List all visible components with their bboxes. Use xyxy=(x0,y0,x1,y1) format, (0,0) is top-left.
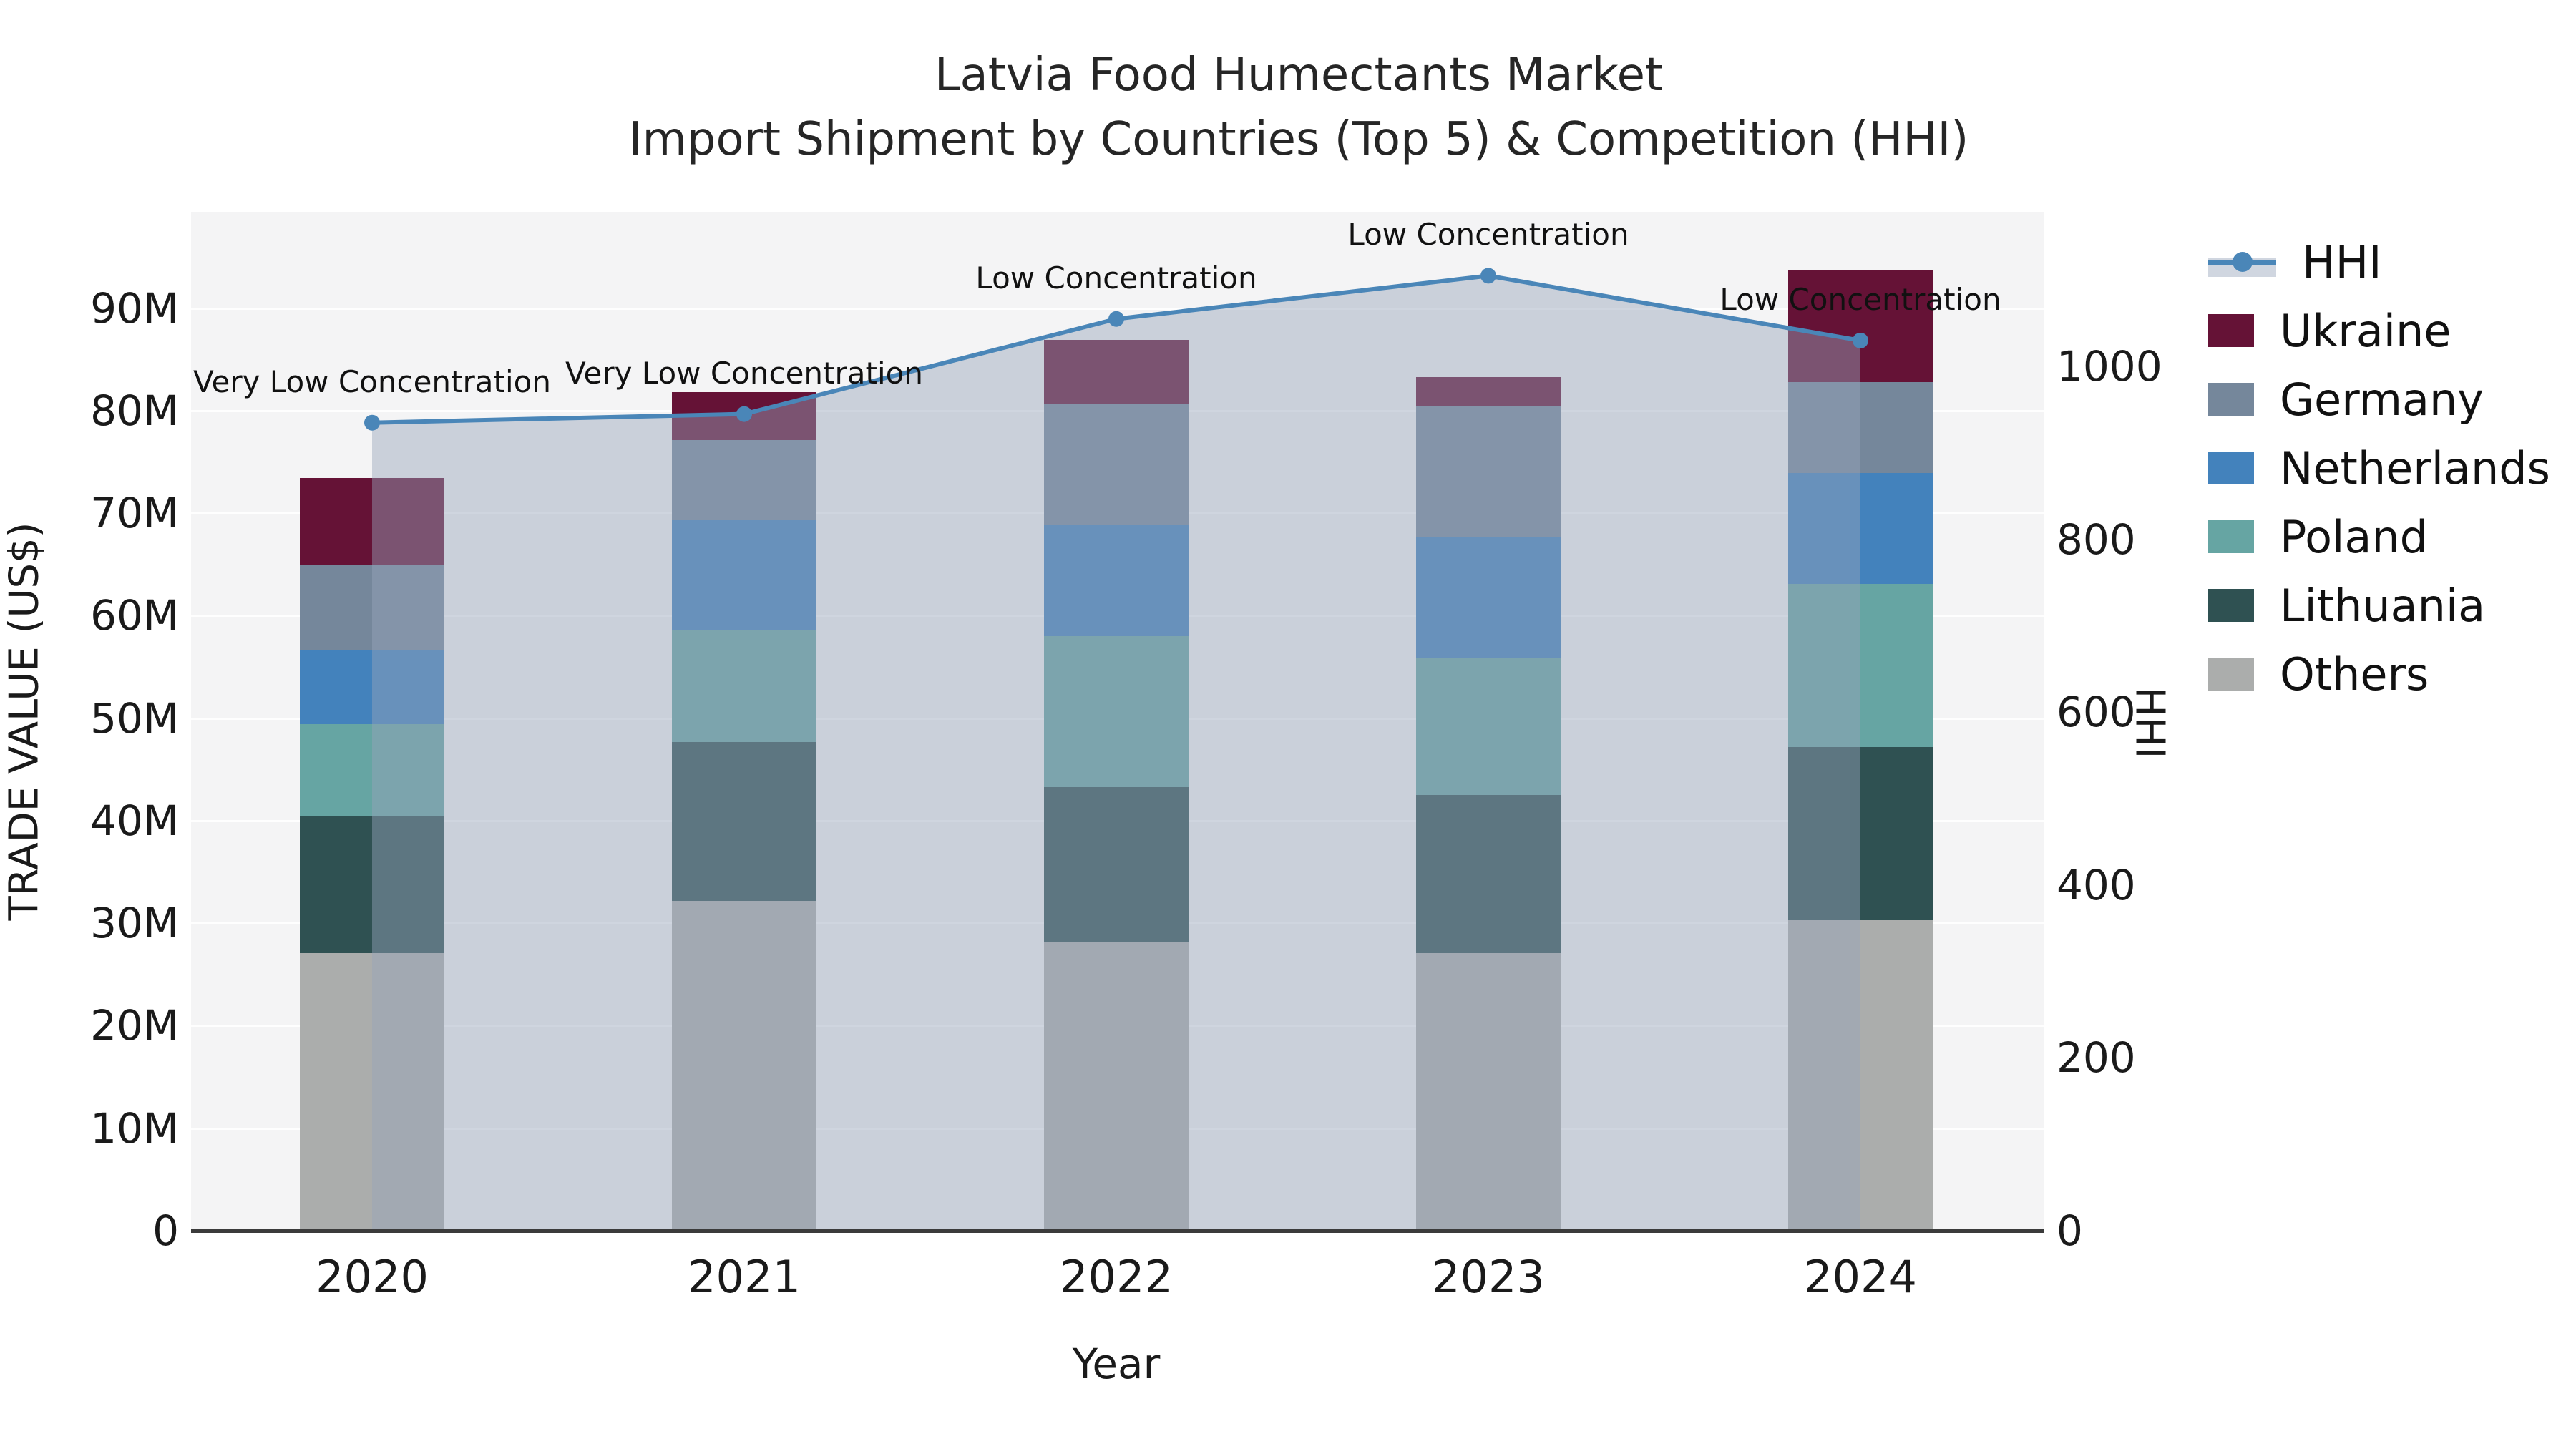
hhi-line-overlay xyxy=(364,268,1868,1231)
bar-segment-others xyxy=(672,900,816,1231)
chart-title: Latvia Food Humectants Market Import Shi… xyxy=(629,43,1969,172)
y-left-tick-label: 70M xyxy=(90,489,179,538)
bar-segment-lithuania xyxy=(1044,786,1189,943)
bar-segment-poland xyxy=(1788,584,1933,747)
x-axis-line xyxy=(191,1229,2044,1233)
bar-segment-poland xyxy=(1416,658,1561,796)
hhi-marker xyxy=(1480,268,1496,284)
chart-title-line2: Import Shipment by Countries (Top 5) & C… xyxy=(628,113,1969,166)
legend-item-germany: Germany xyxy=(2208,373,2550,426)
hhi-marker xyxy=(1108,311,1124,327)
x-tick-label: 2023 xyxy=(1432,1251,1545,1303)
legend-swatch-netherlands xyxy=(2208,452,2254,484)
bar-segment-netherlands xyxy=(1416,537,1561,658)
hhi-annotation: Low Concentration xyxy=(1347,217,1629,253)
bar-segment-netherlands xyxy=(672,520,816,630)
legend-label: Germany xyxy=(2280,373,2484,426)
legend-label: Ukraine xyxy=(2280,304,2451,357)
hhi-marker xyxy=(364,414,380,431)
y-right-tick-label: 1000 xyxy=(2057,342,2162,391)
legend-item-others: Others xyxy=(2208,648,2550,701)
legend-swatch-ukraine xyxy=(2208,314,2254,347)
plot-area xyxy=(191,212,2044,1231)
y-left-tick-label: 50M xyxy=(90,693,179,743)
y-right-tick-label: 800 xyxy=(2057,514,2136,564)
y-right-tick-label: 600 xyxy=(2057,688,2136,737)
bar-segment-germany xyxy=(300,564,444,650)
legend-swatch-poland xyxy=(2208,520,2254,553)
bar-segment-germany xyxy=(1044,404,1189,525)
y-right-tick-label: 0 xyxy=(2057,1206,2083,1255)
bar-segment-poland xyxy=(300,724,444,817)
bar-segment-netherlands xyxy=(1788,473,1933,585)
y-left-tick-label: 20M xyxy=(90,1001,179,1050)
y-right-tick-label: 200 xyxy=(2057,1033,2136,1083)
hhi-annotation: Very Low Concentration xyxy=(193,364,551,399)
y-right-tick-label: 400 xyxy=(2057,860,2136,909)
x-tick-label: 2021 xyxy=(688,1251,801,1303)
y-left-tick-label: 40M xyxy=(90,796,179,845)
hhi-area-fill xyxy=(372,275,1860,1231)
x-tick-label: 2024 xyxy=(1804,1251,1917,1303)
bar-segment-ukraine xyxy=(1044,340,1189,405)
legend-item-ukraine: Ukraine xyxy=(2208,304,2550,357)
y-left-tick-label: 30M xyxy=(90,899,179,948)
hhi-legend-marker xyxy=(2232,252,2253,272)
chart-title-line1: Latvia Food Humectants Market xyxy=(934,49,1664,102)
bar-segment-netherlands xyxy=(300,649,444,725)
legend-label: HHI xyxy=(2302,235,2382,288)
bar-segment-lithuania xyxy=(300,816,444,953)
hhi-annotation: Low Concentration xyxy=(975,260,1257,296)
y-left-tick-label: 0 xyxy=(152,1206,179,1255)
hhi-marker xyxy=(1853,332,1868,348)
y-left-tick-label: 60M xyxy=(90,591,179,640)
y-left-tick-label: 80M xyxy=(90,386,179,435)
bar-segment-germany xyxy=(672,440,816,521)
bar-segment-ukraine xyxy=(300,478,444,565)
legend-item-lithuania: Lithuania xyxy=(2208,579,2550,632)
legend-item-hhi: HHI xyxy=(2208,236,2550,288)
bar-segment-others xyxy=(1044,942,1189,1231)
y-left-tick-label: 10M xyxy=(90,1103,179,1153)
legend: HHI Ukraine Germany Netherlands Poland Lithua… xyxy=(2208,236,2550,701)
bar-segment-germany xyxy=(1416,405,1561,537)
gridline xyxy=(191,307,2044,310)
hhi-legend-glyph xyxy=(2208,245,2276,278)
bar-segment-others xyxy=(300,952,444,1231)
bar-segment-germany xyxy=(1788,381,1933,474)
bar-segment-poland xyxy=(1044,636,1189,787)
legend-swatch-germany xyxy=(2208,383,2254,416)
hhi-marker xyxy=(736,406,752,422)
x-axis-label: Year xyxy=(1072,1340,1161,1388)
bar-segment-poland xyxy=(672,630,816,742)
x-tick-label: 2022 xyxy=(1060,1251,1173,1303)
legend-label: Poland xyxy=(2280,510,2428,563)
bar-segment-others xyxy=(1416,952,1561,1231)
legend-swatch-lithuania xyxy=(2208,589,2254,622)
legend-label: Netherlands xyxy=(2280,441,2550,494)
legend-label: Lithuania xyxy=(2280,579,2486,632)
bar-segment-others xyxy=(1788,919,1933,1231)
hhi-annotation: Low Concentration xyxy=(1719,281,2001,317)
bar-segment-lithuania xyxy=(1788,746,1933,920)
legend-label: Others xyxy=(2280,648,2429,701)
bar-segment-netherlands xyxy=(1044,524,1189,637)
legend-item-poland: Poland xyxy=(2208,510,2550,563)
bar-segment-ukraine xyxy=(1416,376,1561,406)
bar-segment-lithuania xyxy=(1416,795,1561,953)
x-tick-label: 2020 xyxy=(316,1251,429,1303)
legend-item-netherlands: Netherlands xyxy=(2208,442,2550,494)
legend-swatch-others xyxy=(2208,658,2254,691)
hhi-annotation: Very Low Concentration xyxy=(565,355,923,391)
bar-segment-ukraine xyxy=(1788,270,1933,382)
bar-segment-lithuania xyxy=(672,741,816,901)
y-left-tick-label: 90M xyxy=(90,283,179,333)
